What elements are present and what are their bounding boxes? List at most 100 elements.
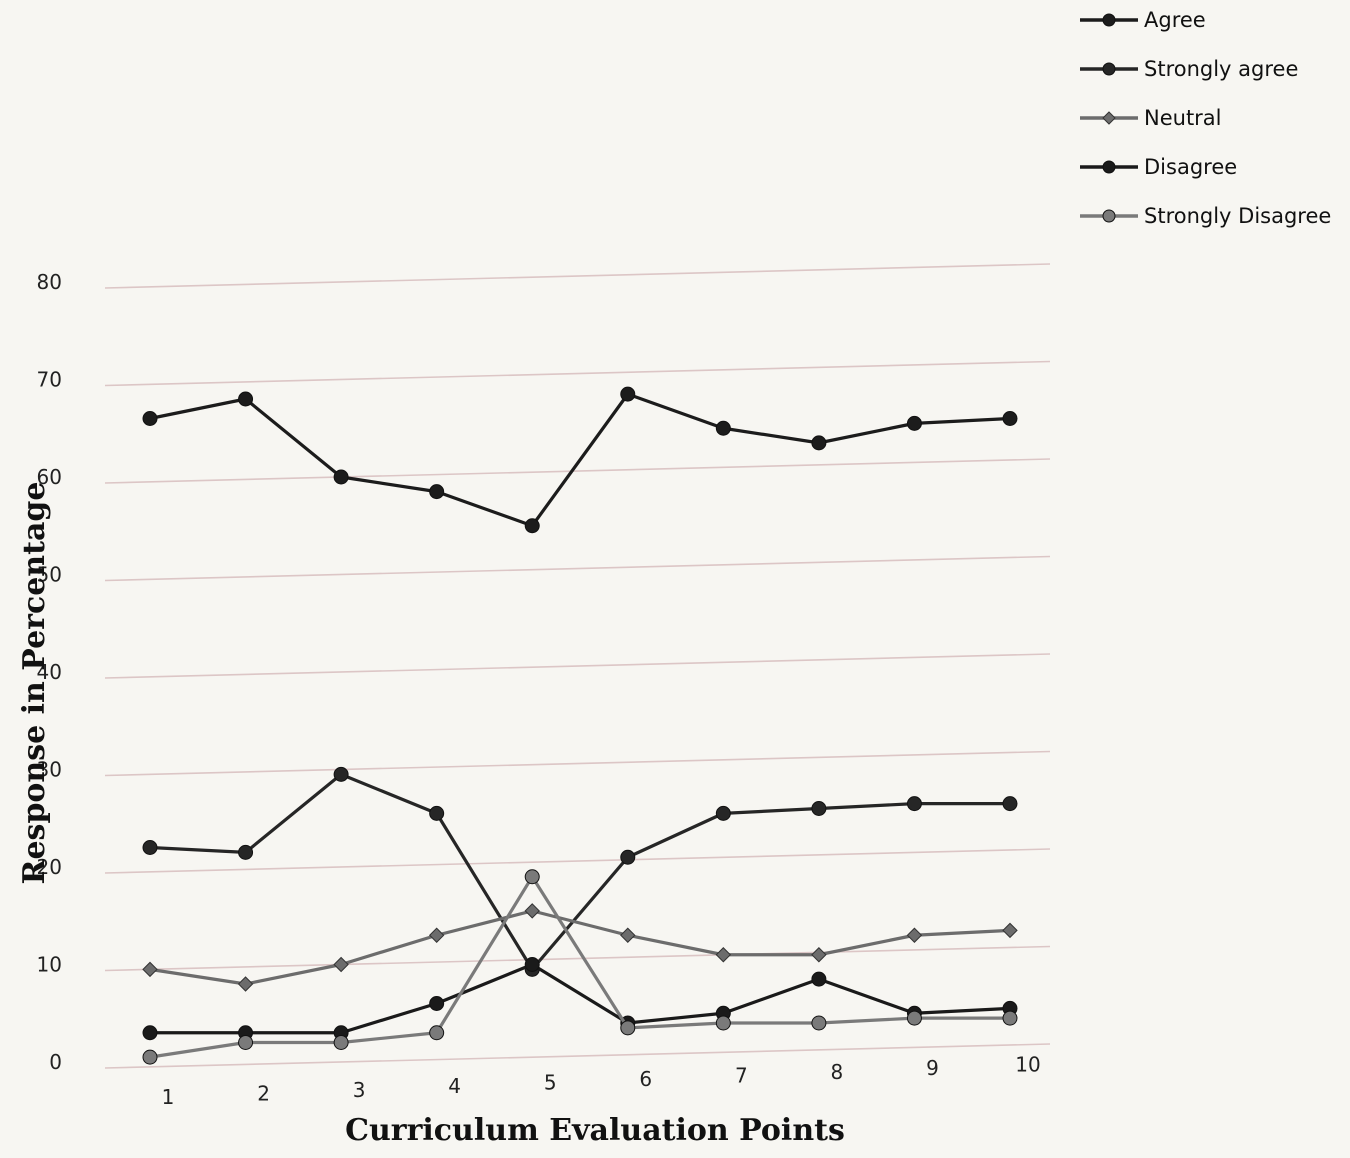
x-axis-ticks: 1 2 3 4 5 6 7 8 9 10 bbox=[162, 1053, 1041, 1109]
legend-marker bbox=[1102, 13, 1116, 27]
y-tick-label: 50 bbox=[37, 563, 62, 587]
data-point bbox=[906, 796, 922, 812]
x-tick-label: 4 bbox=[448, 1074, 461, 1098]
y-axis-ticks: 0 10 20 30 40 50 60 70 80 bbox=[37, 270, 62, 1074]
series-lines bbox=[142, 386, 1018, 1065]
data-point bbox=[333, 1035, 349, 1050]
series-neutral bbox=[142, 903, 1018, 992]
data-point bbox=[429, 996, 445, 1011]
x-tick-label: 1 bbox=[162, 1085, 175, 1109]
data-point bbox=[333, 766, 349, 782]
x-tick-label: 9 bbox=[926, 1056, 939, 1080]
x-axis-title: Curriculum Evaluation Points bbox=[345, 1113, 845, 1148]
data-point bbox=[620, 849, 636, 865]
data-point bbox=[715, 1015, 731, 1031]
x-tick-label: 7 bbox=[735, 1063, 748, 1087]
legend-label: Agree bbox=[1144, 8, 1206, 32]
series-line bbox=[149, 392, 1011, 528]
data-point bbox=[1002, 796, 1018, 812]
y-tick-label: 80 bbox=[37, 270, 62, 294]
x-tick-label: 8 bbox=[831, 1060, 844, 1084]
data-point bbox=[429, 484, 445, 500]
gridline bbox=[104, 1043, 1051, 1069]
data-point bbox=[811, 971, 827, 987]
gridline bbox=[104, 263, 1051, 289]
legend-marker bbox=[1102, 209, 1116, 223]
y-tick-label: 40 bbox=[37, 660, 62, 684]
data-point bbox=[620, 927, 636, 943]
data-point bbox=[1002, 1010, 1018, 1026]
series-disagree bbox=[142, 957, 1018, 1041]
data-point bbox=[333, 469, 349, 485]
x-tick-label: 3 bbox=[353, 1078, 366, 1102]
legend-marker bbox=[1102, 160, 1116, 174]
legend-item: Neutral bbox=[1080, 106, 1222, 130]
data-point bbox=[237, 976, 254, 992]
series-strongly-disagree bbox=[142, 869, 1018, 1065]
legend-label: Neutral bbox=[1144, 106, 1222, 130]
data-point bbox=[142, 1025, 158, 1041]
data-point bbox=[238, 1035, 254, 1050]
data-point bbox=[715, 805, 731, 821]
gridline bbox=[104, 848, 1051, 874]
series-agree bbox=[142, 386, 1018, 534]
legend-item: Disagree bbox=[1080, 155, 1237, 179]
gridline bbox=[104, 458, 1051, 484]
data-point bbox=[620, 1020, 636, 1036]
data-point bbox=[428, 927, 445, 943]
x-tick-label: 6 bbox=[639, 1067, 652, 1091]
data-point bbox=[238, 844, 254, 860]
data-point bbox=[1002, 411, 1018, 426]
data-point bbox=[524, 518, 540, 534]
data-point bbox=[429, 1025, 445, 1041]
series-line bbox=[149, 875, 1010, 1059]
data-point bbox=[333, 956, 349, 973]
gridline bbox=[104, 750, 1051, 777]
data-point bbox=[524, 903, 540, 919]
gridline bbox=[104, 653, 1051, 679]
data-point bbox=[1002, 922, 1018, 939]
data-point bbox=[906, 1010, 922, 1026]
data-point bbox=[811, 1015, 827, 1031]
y-axis-title: Response in Percentage bbox=[17, 482, 52, 885]
data-point bbox=[142, 1049, 158, 1065]
data-point bbox=[715, 947, 732, 963]
data-point bbox=[238, 391, 254, 407]
x-tick-label: 2 bbox=[257, 1081, 270, 1105]
gridline bbox=[104, 555, 1051, 582]
y-tick-label: 70 bbox=[37, 368, 62, 392]
data-point bbox=[524, 869, 540, 885]
legend-marker bbox=[1102, 111, 1116, 125]
legend-item: Strongly agree bbox=[1080, 57, 1298, 81]
legend-label: Strongly agree bbox=[1144, 57, 1298, 81]
x-tick-label: 5 bbox=[544, 1071, 557, 1095]
series-line bbox=[150, 962, 1011, 1035]
x-tick-label: 10 bbox=[1015, 1053, 1040, 1077]
data-point bbox=[142, 840, 158, 855]
gridlines bbox=[104, 263, 1051, 1069]
y-tick-label: 0 bbox=[49, 1050, 62, 1074]
gridline bbox=[104, 360, 1051, 387]
data-point bbox=[620, 386, 636, 402]
data-point bbox=[811, 947, 827, 963]
legend-item: Agree bbox=[1080, 8, 1206, 32]
data-point bbox=[142, 411, 158, 426]
data-point bbox=[811, 435, 827, 451]
series-line bbox=[149, 909, 1011, 986]
data-point bbox=[906, 927, 923, 943]
legend-label: Strongly Disagree bbox=[1144, 204, 1331, 228]
data-point bbox=[906, 415, 922, 431]
data-point bbox=[524, 957, 540, 972]
gridline bbox=[104, 945, 1051, 972]
legend-marker bbox=[1102, 62, 1116, 76]
data-point bbox=[142, 961, 158, 978]
legend-label: Disagree bbox=[1144, 155, 1237, 179]
series-line bbox=[149, 772, 1010, 971]
y-tick-label: 30 bbox=[37, 758, 62, 782]
y-tick-label: 10 bbox=[37, 953, 62, 977]
legend-item: Strongly Disagree bbox=[1080, 204, 1331, 228]
data-point bbox=[811, 801, 827, 816]
data-point bbox=[715, 420, 731, 436]
